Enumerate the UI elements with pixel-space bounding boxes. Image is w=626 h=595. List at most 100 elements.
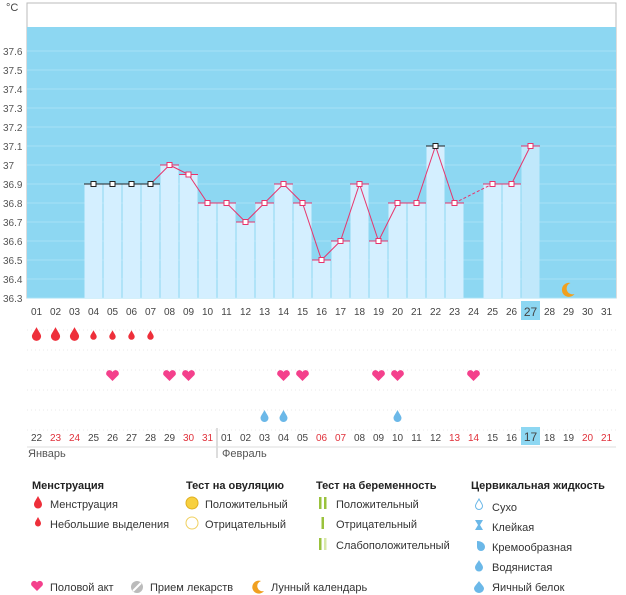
temperature-point[interactable] <box>185 171 192 178</box>
cycle-day-label[interactable]: 25 <box>487 307 499 318</box>
calendar-date-label[interactable]: 28 <box>145 433 157 444</box>
calendar-date-label[interactable]: 18 <box>544 433 556 444</box>
menstruation-drop-icon[interactable] <box>50 327 61 341</box>
temperature-point[interactable] <box>432 143 439 149</box>
cycle-day-label[interactable]: 06 <box>126 307 138 318</box>
calendar-date-label[interactable]: 26 <box>107 433 119 444</box>
cycle-day-label[interactable]: 31 <box>601 307 613 318</box>
menstruation-drop-icon[interactable] <box>31 327 42 341</box>
calendar-date-label[interactable]: 01 <box>221 433 233 444</box>
calendar-date-label[interactable]: 02 <box>240 433 252 444</box>
temperature-point[interactable] <box>109 181 116 187</box>
temperature-point[interactable] <box>394 200 401 206</box>
cycle-day-label[interactable]: 22 <box>430 307 442 318</box>
calendar-date-label[interactable]: 12 <box>430 433 442 444</box>
calendar-date-label[interactable]: 25 <box>88 433 100 444</box>
temperature-point[interactable] <box>128 181 135 187</box>
calendar-date-label[interactable]: 07 <box>335 433 347 444</box>
heart-icon[interactable] <box>372 370 385 381</box>
temperature-point[interactable] <box>375 238 382 244</box>
cycle-day-label[interactable]: 07 <box>145 307 157 318</box>
cycle-day-label[interactable]: 01 <box>31 307 43 318</box>
heart-icon[interactable] <box>182 370 195 381</box>
cycle-day-label[interactable]: 03 <box>69 307 81 318</box>
heart-icon[interactable] <box>296 370 309 381</box>
cycle-day-label[interactable]: 26 <box>506 307 518 318</box>
calendar-date-label[interactable]: 23 <box>50 433 62 444</box>
calendar-date-label[interactable]: 03 <box>259 433 271 444</box>
calendar-date-label[interactable]: 09 <box>373 433 385 444</box>
cycle-day-label[interactable]: 28 <box>544 307 556 318</box>
spotting-drop-icon[interactable] <box>128 330 135 340</box>
calendar-date-label[interactable]: 24 <box>69 433 81 444</box>
temperature-point[interactable] <box>280 181 287 187</box>
temperature-point[interactable] <box>204 200 211 206</box>
calendar-date-label[interactable]: 10 <box>392 433 404 444</box>
heart-icon[interactable] <box>106 370 119 381</box>
cycle-day-label[interactable]: 14 <box>278 307 290 318</box>
watery-drop-icon[interactable] <box>260 410 269 422</box>
cycle-day-label[interactable]: 09 <box>183 307 195 318</box>
cycle-day-label[interactable]: 10 <box>202 307 214 318</box>
calendar-date-label[interactable]: 29 <box>164 433 176 444</box>
cycle-day-label[interactable]: 05 <box>107 307 119 318</box>
temperature-point[interactable] <box>147 181 154 187</box>
calendar-date-label[interactable]: 08 <box>354 433 366 444</box>
temperature-point[interactable] <box>356 181 363 187</box>
calendar-date-label[interactable]: 20 <box>582 433 594 444</box>
cycle-day-label[interactable]: 11 <box>221 307 232 318</box>
cycle-day-label[interactable]: 12 <box>240 307 252 318</box>
cycle-day-label[interactable]: 27 <box>524 305 538 319</box>
calendar-date-label[interactable]: 22 <box>31 433 43 444</box>
heart-icon[interactable] <box>163 370 176 381</box>
calendar-date-label[interactable]: 17 <box>524 430 538 444</box>
spotting-drop-icon[interactable] <box>109 330 116 340</box>
cycle-day-label[interactable]: 02 <box>50 307 62 318</box>
calendar-date-label[interactable]: 14 <box>468 433 480 444</box>
cycle-day-label[interactable]: 04 <box>88 307 100 318</box>
calendar-date-label[interactable]: 04 <box>278 433 290 444</box>
calendar-date-label[interactable]: 13 <box>449 433 461 444</box>
calendar-date-label[interactable]: 30 <box>183 433 195 444</box>
calendar-date-label[interactable]: 16 <box>506 433 518 444</box>
cycle-day-label[interactable]: 29 <box>563 307 575 318</box>
spotting-drop-icon[interactable] <box>147 330 154 340</box>
calendar-date-label[interactable]: 19 <box>563 433 575 444</box>
temperature-point[interactable] <box>223 200 230 206</box>
calendar-date-label[interactable]: 11 <box>411 433 422 444</box>
menstruation-drop-icon[interactable] <box>69 327 80 341</box>
watery-drop-icon[interactable] <box>393 410 402 422</box>
cycle-day-label[interactable]: 30 <box>582 307 594 318</box>
heart-icon[interactable] <box>467 370 480 381</box>
cycle-day-label[interactable]: 19 <box>373 307 385 318</box>
temperature-point[interactable] <box>527 143 534 149</box>
cycle-day-label[interactable]: 17 <box>335 307 347 318</box>
temperature-point[interactable] <box>451 200 458 206</box>
cycle-day-label[interactable]: 15 <box>297 307 309 318</box>
temperature-point[interactable] <box>318 257 325 263</box>
cycle-day-label[interactable]: 21 <box>411 307 423 318</box>
cycle-day-label[interactable]: 08 <box>164 307 176 318</box>
cycle-day-label[interactable]: 23 <box>449 307 461 318</box>
temperature-point[interactable] <box>166 162 173 168</box>
calendar-date-label[interactable]: 06 <box>316 433 328 444</box>
temperature-point[interactable] <box>413 200 420 206</box>
cycle-day-label[interactable]: 20 <box>392 307 404 318</box>
cycle-day-label[interactable]: 16 <box>316 307 328 318</box>
temperature-point[interactable] <box>489 181 496 187</box>
temperature-point[interactable] <box>90 181 97 187</box>
cycle-day-label[interactable]: 24 <box>468 307 480 318</box>
calendar-date-label[interactable]: 21 <box>601 433 613 444</box>
temperature-point[interactable] <box>261 200 268 206</box>
temperature-point[interactable] <box>242 219 249 225</box>
cycle-day-label[interactable]: 18 <box>354 307 366 318</box>
heart-icon[interactable] <box>277 370 290 381</box>
temperature-point[interactable] <box>337 238 344 244</box>
temperature-point[interactable] <box>299 200 306 206</box>
heart-icon[interactable] <box>391 370 404 381</box>
calendar-date-label[interactable]: 15 <box>487 433 499 444</box>
calendar-date-label[interactable]: 27 <box>126 433 138 444</box>
spotting-drop-icon[interactable] <box>90 330 97 340</box>
temperature-point[interactable] <box>508 181 515 187</box>
calendar-date-label[interactable]: 31 <box>202 433 214 444</box>
